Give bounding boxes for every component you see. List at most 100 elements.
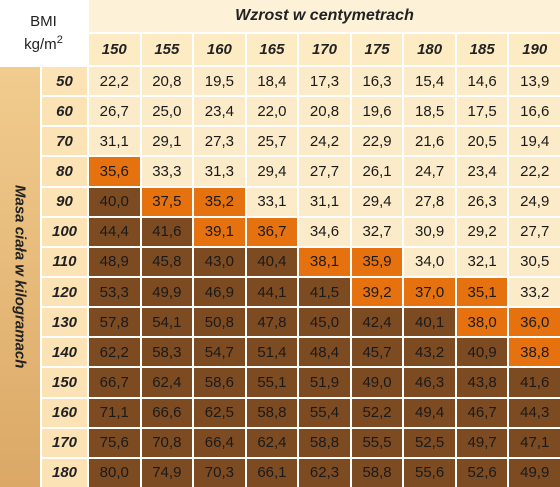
bmi-cell: 13,9 <box>509 67 560 96</box>
bmi-cell: 62,4 <box>141 368 193 397</box>
bmi-cell: 42,4 <box>351 308 403 337</box>
bmi-cell: 31,3 <box>194 157 245 186</box>
bmi-cell: 66,7 <box>89 368 140 397</box>
bmi-cell: 62,5 <box>194 398 245 427</box>
bmi-cell: 36,7 <box>246 217 298 246</box>
row-header: 130 <box>42 308 87 337</box>
bmi-cell: 14,6 <box>456 67 508 96</box>
bmi-cell: 52,6 <box>456 458 508 487</box>
bmi-cell: 27,3 <box>194 127 245 156</box>
row-header: 60 <box>42 97 87 126</box>
bmi-cell: 48,4 <box>299 338 350 367</box>
bmi-cell: 45,7 <box>351 338 403 367</box>
bmi-cell: 41,6 <box>141 217 193 246</box>
bmi-cell: 30,5 <box>509 247 560 276</box>
bmi-cell: 29,2 <box>456 217 508 246</box>
bmi-cell: 19,5 <box>194 67 245 96</box>
bmi-cell: 46,3 <box>404 368 455 397</box>
column-header: 165 <box>246 34 298 65</box>
bmi-cell: 54,1 <box>141 308 193 337</box>
bmi-cell: 35,9 <box>351 247 403 276</box>
bmi-cell: 37,5 <box>141 187 193 216</box>
bmi-cell: 49,7 <box>456 428 508 457</box>
row-header: 150 <box>42 368 87 397</box>
column-header: 155 <box>141 34 193 65</box>
bmi-cell: 58,3 <box>141 338 193 367</box>
column-header: 180 <box>404 34 455 65</box>
bmi-cell: 22,2 <box>89 67 140 96</box>
bmi-cell: 75,6 <box>89 428 140 457</box>
bmi-cell: 62,4 <box>246 428 298 457</box>
unit: kg/m <box>24 35 57 53</box>
bmi-cell: 39,2 <box>351 277 403 307</box>
bmi-cell: 19,4 <box>509 127 560 156</box>
bmi-cell: 26,3 <box>456 187 508 216</box>
row-title: Masa ciała w kilogramach <box>11 185 29 369</box>
bmi-cell: 35,1 <box>456 277 508 307</box>
bmi-cell: 38,8 <box>509 338 560 367</box>
bmi-cell: 66,4 <box>194 428 245 457</box>
bmi-cell: 21,6 <box>404 127 455 156</box>
bmi-cell: 27,7 <box>299 157 350 186</box>
bmi-cell: 25,0 <box>141 97 193 126</box>
bmi-cell: 40,4 <box>246 247 298 276</box>
column-header: 170 <box>299 34 350 65</box>
bmi-cell: 40,0 <box>89 187 140 216</box>
bmi-cell: 80,0 <box>89 458 140 487</box>
row-header: 170 <box>42 428 87 457</box>
bmi-cell: 23,4 <box>194 97 245 126</box>
bmi-cell: 39,1 <box>194 217 245 246</box>
bmi-cell: 40,1 <box>404 308 455 337</box>
bmi-cell: 70,8 <box>141 428 193 457</box>
row-header: 140 <box>42 338 87 367</box>
bmi-cell: 31,1 <box>89 127 140 156</box>
row-header: 110 <box>42 247 87 276</box>
bmi-cell: 58,8 <box>246 398 298 427</box>
corner-unit: kg/m2 <box>24 31 63 54</box>
bmi-cell: 55,5 <box>351 428 403 457</box>
bmi-cell: 50,8 <box>194 308 245 337</box>
bmi-cell: 24,7 <box>404 157 455 186</box>
row-header: 100 <box>42 217 87 246</box>
column-header: 160 <box>194 34 245 65</box>
bmi-cell: 43,0 <box>194 247 245 276</box>
bmi-cell: 19,6 <box>351 97 403 126</box>
row-header: 70 <box>42 127 87 156</box>
bmi-cell: 29,4 <box>246 157 298 186</box>
row-header: 90 <box>42 187 87 216</box>
bmi-cell: 55,1 <box>246 368 298 397</box>
row-header: 50 <box>42 67 87 96</box>
bmi-cell: 43,8 <box>456 368 508 397</box>
bmi-cell: 41,6 <box>509 368 560 397</box>
bmi-cell: 40,9 <box>456 338 508 367</box>
bmi-cell: 29,1 <box>141 127 193 156</box>
bmi-cell: 54,7 <box>194 338 245 367</box>
bmi-cell: 35,6 <box>89 157 140 186</box>
bmi-cell: 58,8 <box>299 428 350 457</box>
bmi-cell: 22,0 <box>246 97 298 126</box>
bmi-cell: 31,1 <box>299 187 350 216</box>
corner-title: BMI <box>30 12 57 30</box>
bmi-cell: 57,8 <box>89 308 140 337</box>
bmi-cell: 34,0 <box>404 247 455 276</box>
bmi-cell: 36,0 <box>509 308 560 337</box>
bmi-cell: 20,8 <box>299 97 350 126</box>
bmi-cell: 15,4 <box>404 67 455 96</box>
bmi-cell: 45,8 <box>141 247 193 276</box>
bmi-cell: 74,9 <box>141 458 193 487</box>
row-header: 80 <box>42 157 87 186</box>
column-header: 175 <box>351 34 403 65</box>
bmi-cell: 20,8 <box>141 67 193 96</box>
unit-exponent: 2 <box>56 33 63 46</box>
bmi-cell: 71,1 <box>89 398 140 427</box>
bmi-cell: 22,9 <box>351 127 403 156</box>
bmi-cell: 38,1 <box>299 247 350 276</box>
column-header: 185 <box>456 34 508 65</box>
bmi-cell: 51,4 <box>246 338 298 367</box>
bmi-cell: 38,0 <box>456 308 508 337</box>
row-header: 180 <box>42 458 87 487</box>
bmi-cell: 23,4 <box>456 157 508 186</box>
bmi-cell: 47,1 <box>509 428 560 457</box>
bmi-cell: 29,4 <box>351 187 403 216</box>
